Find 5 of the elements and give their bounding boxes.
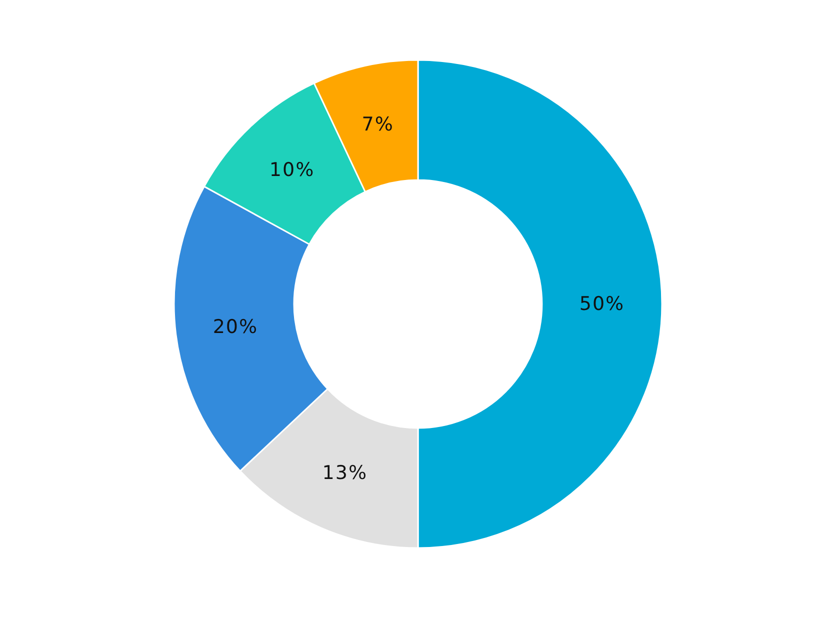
data-label: 50% — [579, 293, 625, 315]
data-label: 7% — [362, 113, 394, 136]
data-label: 20% — [212, 316, 258, 338]
data-label: 13% — [322, 462, 368, 484]
data-label: 10% — [269, 158, 315, 181]
